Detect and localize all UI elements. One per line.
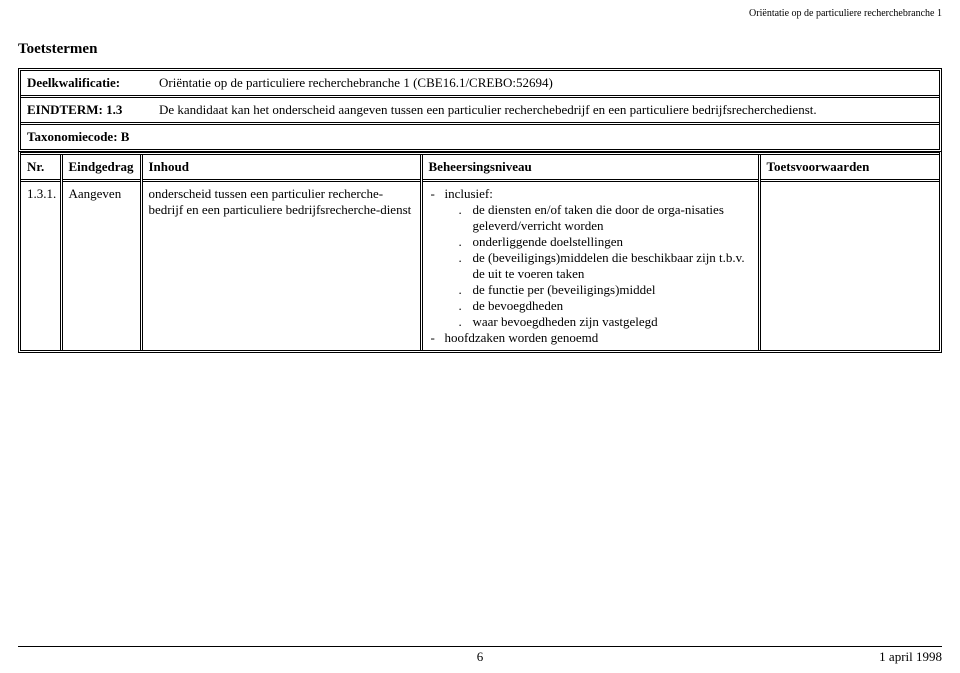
beheer-item-label: inclusief: <box>445 186 493 201</box>
beheer-sublist: de diensten en/of taken die door de orga… <box>445 202 752 330</box>
beheer-item: inclusief: de diensten en/of taken die d… <box>429 186 752 330</box>
beheer-subitem: de functie per (beveiligings)middel <box>459 282 752 298</box>
footer-page-number: 6 <box>18 649 942 665</box>
cell-nr: 1.3.1. <box>21 181 61 351</box>
col-header-nr: Nr. <box>21 154 61 181</box>
beheer-subitem: de diensten en/of taken die door de orga… <box>459 202 752 234</box>
taxonomie-label: Taxonomiecode: B <box>21 125 939 149</box>
cell-toetsvoorwaarden <box>759 181 939 351</box>
beheer-subitem: waar bevoegdheden zijn vastgelegd <box>459 314 752 330</box>
meta-table-2: EINDTERM: 1.3 De kandidaat kan het onder… <box>21 98 939 122</box>
beheer-subitem: de (beveiligings)middelen die beschikbaa… <box>459 250 752 282</box>
page: Oriëntatie op de particuliere rechercheb… <box>0 0 960 673</box>
table-row: 1.3.1. Aangeven onderscheid tussen een p… <box>21 181 939 351</box>
meta-row-taxonomie: Taxonomiecode: B <box>21 125 939 149</box>
meta-table: Deelkwalificatie: Oriëntatie op de parti… <box>21 71 939 95</box>
beheer-subitem: de bevoegdheden <box>459 298 752 314</box>
deelkwalificatie-label: Deelkwalificatie: <box>21 71 153 95</box>
beheer-list: inclusief: de diensten en/of taken die d… <box>429 186 752 346</box>
meta-row-deelkwalificatie: Deelkwalificatie: Oriëntatie op de parti… <box>21 71 939 95</box>
eindterm-label: EINDTERM: 1.3 <box>21 98 153 122</box>
section-title: Toetstermen <box>18 41 942 58</box>
deelkwalificatie-value: Oriëntatie op de particuliere rechercheb… <box>153 71 939 95</box>
meta-frame: Deelkwalificatie: Oriëntatie op de parti… <box>18 68 942 152</box>
col-header-beheersingsniveau: Beheersingsniveau <box>421 154 759 181</box>
col-header-toetsvoorwaarden: Toetsvoorwaarden <box>759 154 939 181</box>
page-footer: 6 1 april 1998 <box>18 646 942 665</box>
table-header-row: Nr. Eindgedrag Inhoud Beheersingsniveau … <box>21 154 939 181</box>
beheer-item: hoofdzaken worden genoemd <box>429 330 752 346</box>
meta-row-eindterm: EINDTERM: 1.3 De kandidaat kan het onder… <box>21 98 939 122</box>
cell-beheersingsniveau: inclusief: de diensten en/of taken die d… <box>421 181 759 351</box>
col-header-eindgedrag: Eindgedrag <box>61 154 141 181</box>
meta-table-3: Taxonomiecode: B <box>21 125 939 149</box>
col-header-inhoud: Inhoud <box>141 154 421 181</box>
grid-frame: Nr. Eindgedrag Inhoud Beheersingsniveau … <box>18 152 942 353</box>
beheer-subitem: onderliggende doelstellingen <box>459 234 752 250</box>
cell-eindgedrag: Aangeven <box>61 181 141 351</box>
eindterm-value: De kandidaat kan het onderscheid aangeve… <box>153 98 939 122</box>
running-header: Oriëntatie op de particuliere rechercheb… <box>18 8 942 19</box>
criteria-table: Nr. Eindgedrag Inhoud Beheersingsniveau … <box>21 152 939 350</box>
cell-inhoud: onderscheid tussen een particulier reche… <box>141 181 421 351</box>
